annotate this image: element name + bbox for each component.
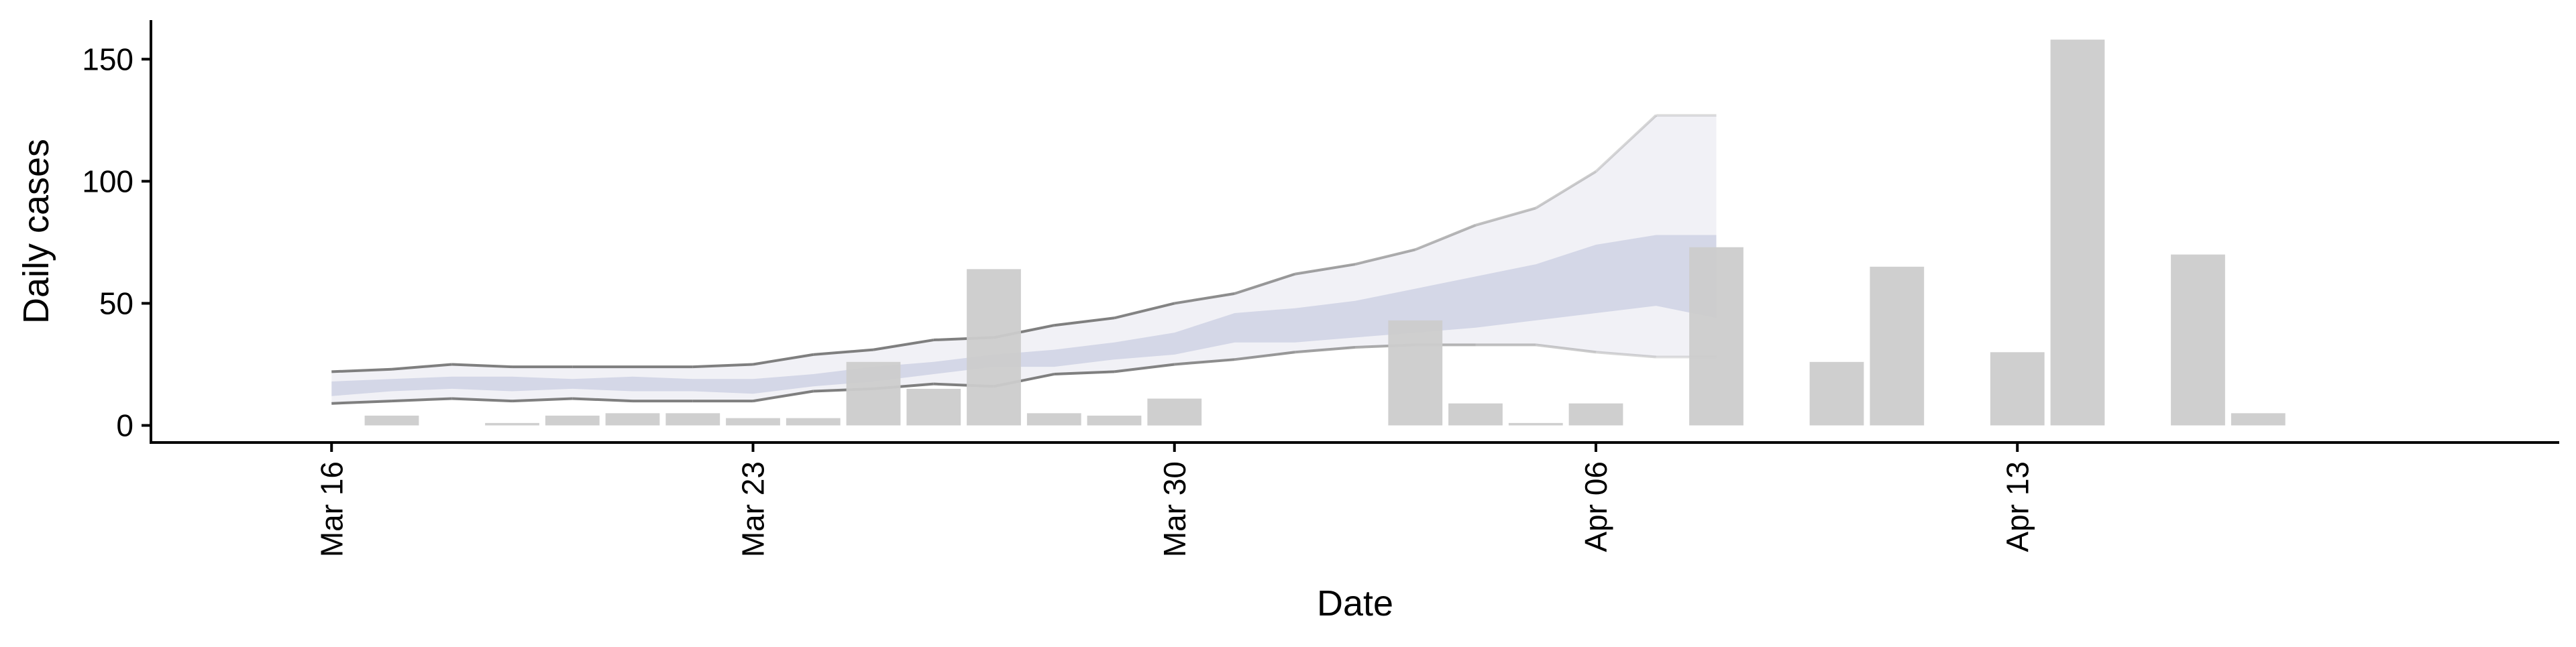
bar-2020-03-20 <box>545 415 600 426</box>
bar-2020-03-19 <box>485 422 539 426</box>
upper-bound-line-segment <box>391 363 452 371</box>
y-tick-label: 100 <box>82 164 133 198</box>
bar-2020-03-25 <box>846 361 901 426</box>
x-tick-label: Apr 06 <box>1578 461 1613 552</box>
upper-bound-line-segment <box>873 339 934 351</box>
bar-2020-03-23 <box>726 418 780 426</box>
upper-bound-line-segment <box>753 353 814 366</box>
x-tick-label: Apr 13 <box>2000 461 2035 552</box>
forecast-ribbon-layer <box>331 114 1717 405</box>
bar-2020-03-28 <box>1026 413 1081 426</box>
bar-2020-04-11 <box>1870 266 1925 426</box>
x-tick-label: Mar 16 <box>314 461 349 557</box>
bar-2020-03-24 <box>786 418 841 426</box>
bar-2020-04-17 <box>2231 413 2286 426</box>
axes-layer: 0 50 100 150 Mar 16 Mar 23 Mar 30 Apr 06 Apr 13 <box>82 20 2559 557</box>
lower-bound-line-segment <box>391 397 452 403</box>
bar-2020-03-21 <box>605 413 660 426</box>
lower-bound-line-segment <box>753 390 814 403</box>
lower-bound-line-segment <box>1536 343 1597 354</box>
lower-bound-line-segment <box>1114 363 1175 373</box>
bar-2020-04-03 <box>1388 320 1443 426</box>
y-tick-label: 0 <box>116 408 133 443</box>
lower-bound-line-segment <box>1595 351 1656 359</box>
upper-bound-line-segment <box>1354 248 1416 266</box>
upper-bound-line-segment <box>1294 263 1356 276</box>
bar-2020-04-08 <box>1689 247 1743 426</box>
bar-2020-03-27 <box>967 269 1021 426</box>
bar-2020-04-16 <box>2171 254 2225 426</box>
lower-bound-line-segment <box>331 400 392 405</box>
bar-2020-04-04 <box>1448 403 1503 426</box>
y-axis-title: Daily cases <box>16 139 56 324</box>
upper-bound-line-segment <box>1114 302 1175 320</box>
upper-bound-line-segment <box>1474 207 1536 227</box>
bars-layer <box>364 40 2286 426</box>
bar-2020-04-06 <box>1568 403 1623 426</box>
bar-2020-04-05 <box>1508 422 1563 426</box>
upper-bound-line-segment <box>451 363 513 369</box>
upper-bound-line-segment <box>1054 316 1115 327</box>
y-tick-label: 150 <box>82 42 133 76</box>
x-tick-label: Mar 23 <box>736 461 771 557</box>
y-tick-label: 50 <box>99 286 133 320</box>
bar-2020-04-13 <box>1990 352 2045 426</box>
bar-2020-03-29 <box>1087 415 1142 426</box>
lower-bound-line-segment <box>1054 370 1115 376</box>
x-axis-ticks: Mar 16 Mar 23 Mar 30 Apr 06 Apr 13 <box>314 443 2035 557</box>
upper-bound-line-segment <box>813 348 874 356</box>
upper-bound-line-segment <box>692 363 753 369</box>
bar-2020-03-30 <box>1147 398 1202 426</box>
x-tick-label: Mar 30 <box>1157 461 1192 557</box>
lower-bound-line-segment <box>512 397 573 403</box>
lower-bound-line-segment <box>1295 345 1356 354</box>
bar-2020-04-10 <box>1809 361 1864 426</box>
lower-bound-line-segment <box>1234 351 1295 361</box>
bar-2020-03-26 <box>906 388 961 426</box>
bar-2020-04-14 <box>2050 40 2105 426</box>
x-axis-title: Date <box>1317 583 1393 624</box>
upper-bound-line-segment <box>1174 292 1235 305</box>
upper-bound-line-segment <box>331 367 392 373</box>
ribbon-50-band <box>331 235 1717 396</box>
lower-bound-line-segment <box>572 397 633 403</box>
y-axis-ticks: 0 50 100 150 <box>82 42 151 443</box>
upper-bound-line-segment <box>1535 170 1597 210</box>
upper-bound-line-segment <box>1234 272 1295 295</box>
lower-bound-line-segment <box>451 397 513 403</box>
upper-bound-line-segment <box>1595 114 1658 173</box>
upper-bound-line-segment <box>1414 224 1477 251</box>
bar-2020-03-17 <box>364 415 419 426</box>
bar-2020-03-22 <box>665 413 720 426</box>
lower-bound-line-segment <box>1174 358 1235 366</box>
